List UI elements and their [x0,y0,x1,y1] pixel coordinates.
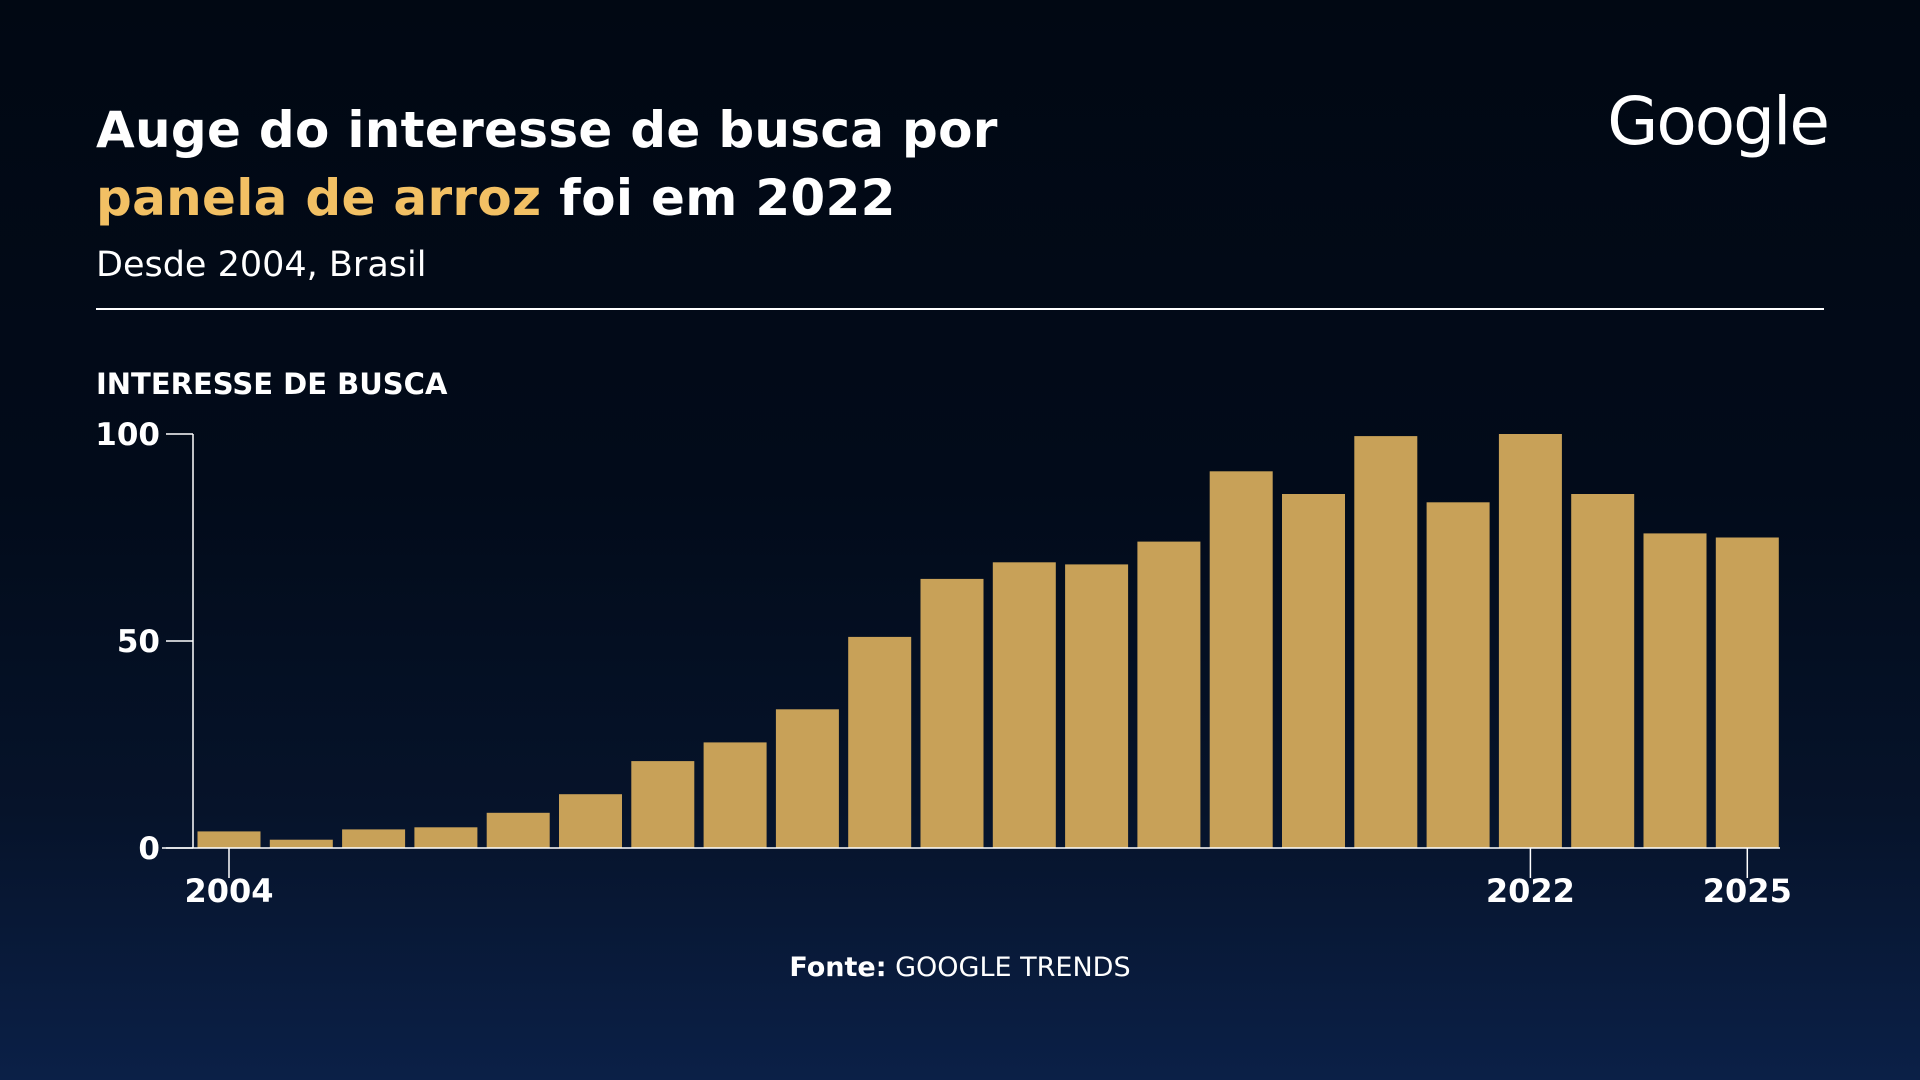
y-tick-label-50: 50 [117,624,160,660]
bar-2023 [1571,494,1635,848]
bar-2025 [1715,537,1779,848]
bar-2022 [1498,434,1562,848]
y-axis-title: INTERESSE DE BUSCA [96,367,448,401]
title-highlight: panela de arroz [96,169,542,227]
bar-2008 [486,812,550,848]
y-tick-label-0: 0 [138,831,160,867]
bar-2016 [1065,564,1129,848]
x-tick-label-2025: 2025 [1703,872,1792,910]
bar-2020 [1354,436,1418,848]
bar-2010 [631,761,695,848]
y-tick-label-100: 100 [95,417,160,453]
bar-2015 [992,562,1056,848]
source-note: Fonte: GOOGLE TRENDS [0,952,1920,983]
bar-2009 [559,794,622,848]
bar-2014 [920,578,984,848]
bar-2013 [848,636,912,848]
title-line-1: Auge do interesse de busca por [96,101,998,159]
bar-2004 [197,831,261,848]
title-rest: foi em 2022 [541,169,896,227]
bar-2017 [1137,541,1201,848]
source-label: Fonte: [789,952,887,983]
bar-2006 [342,829,406,848]
header-divider [96,308,1824,310]
bar-2007 [414,827,478,848]
bars-group [197,434,1779,848]
bar-2021 [1426,502,1490,848]
y-ticks-group: 0 50 100 [95,417,193,867]
chart-title: Auge do interesse de busca por panela de… [96,96,998,232]
bar-2011 [703,742,767,848]
google-logo: Google [1607,83,1830,160]
x-tick-label-2022: 2022 [1486,872,1575,910]
chart-subtitle: Desde 2004, Brasil [96,245,427,285]
google-logo-text: Google [1607,83,1828,160]
bar-2024 [1643,533,1707,848]
x-tick-label-2004: 2004 [184,872,273,910]
x-ticks-group: 2004 2022 2025 [184,848,1792,910]
bar-2019 [1282,494,1345,848]
bar-2018 [1209,471,1273,848]
bar-2012 [775,709,839,848]
source-value: GOOGLE TRENDS [895,952,1131,983]
bar-2005 [269,839,333,848]
